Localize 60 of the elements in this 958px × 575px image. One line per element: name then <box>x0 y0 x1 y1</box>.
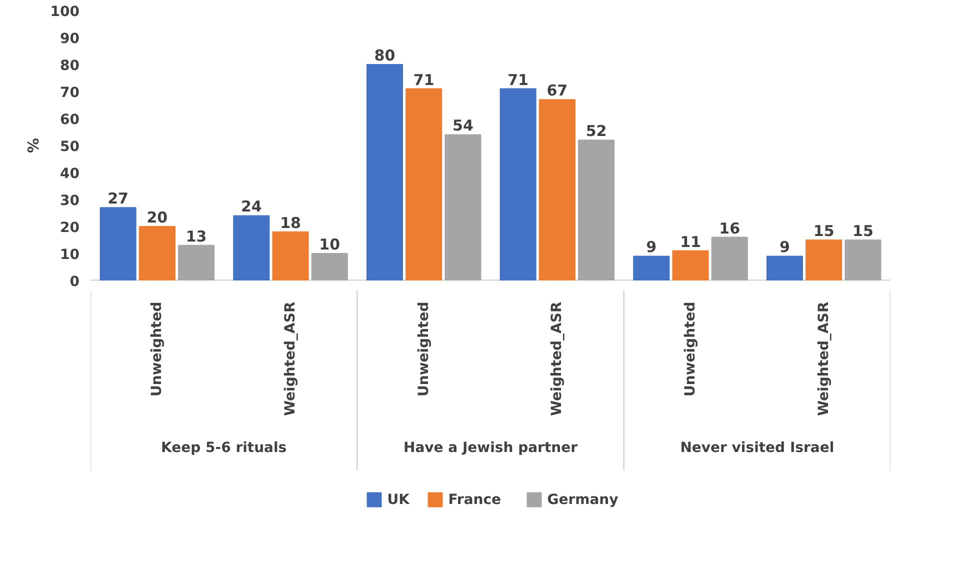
data-label: 52 <box>586 122 607 140</box>
data-label: 71 <box>413 70 434 89</box>
data-label: 16 <box>719 219 740 238</box>
data-label: 67 <box>546 82 568 100</box>
y-tick-label: 90 <box>60 31 80 47</box>
bar <box>500 88 536 280</box>
text: Have a Jewish partner <box>403 440 578 456</box>
x-tick-label: Unweighted <box>149 302 166 397</box>
bar <box>178 244 215 280</box>
text: Never visited Israel <box>680 440 834 456</box>
legend-label: Germany <box>547 492 618 508</box>
data-label: 15 <box>852 222 874 240</box>
data-label: 10 <box>319 236 340 254</box>
bar <box>444 134 482 280</box>
data-label: 9 <box>780 238 790 256</box>
bar <box>311 253 348 280</box>
bar <box>578 140 615 280</box>
bar <box>766 256 803 280</box>
bar <box>633 256 670 280</box>
bar <box>272 231 309 280</box>
bar <box>138 226 176 280</box>
y-tick-label: 30 <box>60 193 80 209</box>
data-label: 24 <box>240 198 262 216</box>
y-tick-label: 50 <box>60 139 80 155</box>
bar <box>672 250 709 280</box>
bar <box>233 215 270 280</box>
x-tick-label: Weighted_ASR <box>282 302 298 416</box>
data-label: 18 <box>280 214 301 232</box>
y-tick-label: 100 <box>50 4 80 20</box>
bar <box>711 236 748 280</box>
legend-label: France <box>448 492 502 508</box>
x-tick-label: Weighted_ASR <box>816 302 832 416</box>
x-tick-label: Unweighted <box>416 302 432 397</box>
bar <box>844 240 882 280</box>
bar <box>538 99 576 280</box>
data-label: 13 <box>186 227 207 246</box>
data-label: 15 <box>813 222 834 240</box>
y-tick-label: 40 <box>60 166 80 182</box>
data-label: 27 <box>108 190 128 208</box>
text: Keep 5-6 rituals <box>161 440 287 456</box>
x-tick-label: Unweighted <box>682 302 698 397</box>
x-tick-label: Weighted_ASR <box>549 302 566 416</box>
y-tick-label: 20 <box>60 220 80 236</box>
bar <box>406 88 442 280</box>
data-label: 9 <box>646 238 657 256</box>
data-label: 54 <box>452 116 474 135</box>
bar <box>806 240 842 280</box>
y-axis-title: % <box>24 138 42 154</box>
data-label: 11 <box>680 232 701 251</box>
data-label: 20 <box>146 208 168 226</box>
y-tick-label: 70 <box>60 85 80 101</box>
legend-label: UK <box>387 492 411 508</box>
data-label: 71 <box>508 70 528 89</box>
y-tick-label: 60 <box>60 112 80 128</box>
data-label: 80 <box>374 46 396 64</box>
y-tick-label: 80 <box>60 58 80 74</box>
y-tick-label: 10 <box>60 247 80 263</box>
bar <box>100 207 136 280</box>
bar <box>366 64 403 280</box>
y-tick-label: 0 <box>70 274 80 290</box>
